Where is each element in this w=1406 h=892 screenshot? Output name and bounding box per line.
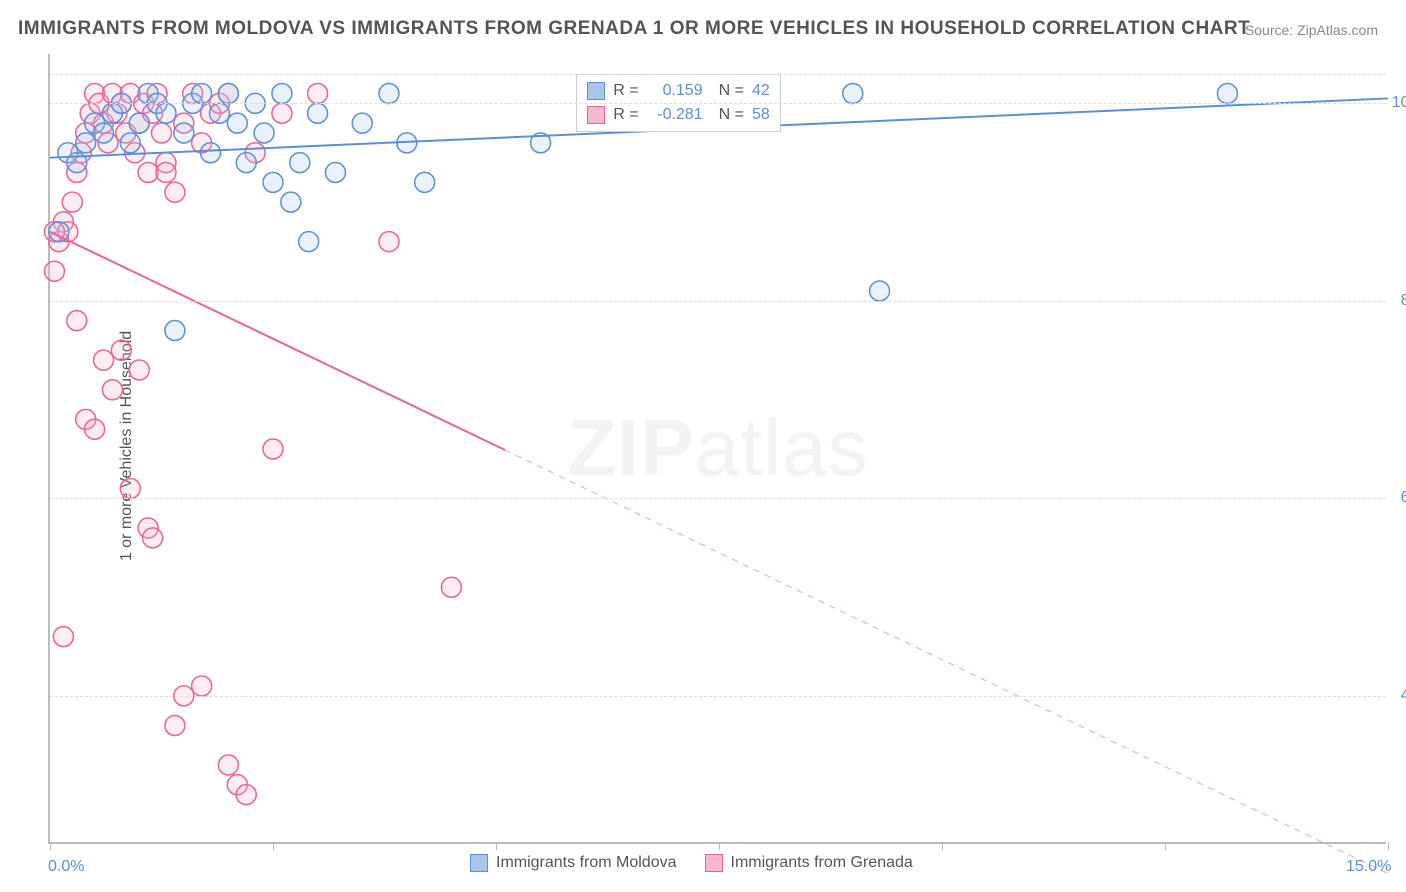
y-tick-label: 80.0% [1401,292,1406,310]
scatter-point [415,172,435,192]
scatter-point [94,123,114,143]
scatter-point [441,577,461,597]
legend-bottom-item: Immigrants from Moldova [470,854,677,872]
legend-n-label: N = [719,82,744,100]
legend-bottom: Immigrants from Moldova Immigrants from G… [470,854,913,872]
scatter-point [120,133,140,153]
scatter-point [308,84,328,104]
scatter-point [379,232,399,252]
chart-title: IMMIGRANTS FROM MOLDOVA VS IMMIGRANTS FR… [18,18,1250,40]
x-tick-label: 15.0% [1346,858,1391,876]
scatter-point [192,84,212,104]
plot-area: ZIPatlas R =0.159N =42R =-0.281N =58 40.… [48,54,1386,844]
trend-line-dashed [505,450,1388,874]
scatter-point [299,232,319,252]
gridline-h [50,74,1386,75]
scatter-point [156,103,176,123]
scatter-point [76,133,96,153]
scatter-point [290,153,310,173]
y-tick-label: 60.0% [1401,489,1406,507]
scatter-point [94,350,114,370]
scatter-point [120,479,140,499]
scatter-point [272,84,292,104]
scatter-point [67,311,87,331]
y-tick-label: 100.0% [1392,94,1406,112]
scatter-point [165,321,185,341]
gridline-h [50,103,1386,104]
scatter-point [272,103,292,123]
scatter-point [192,676,212,696]
source-attribution: Source: ZipAtlas.com [1245,22,1378,38]
legend-n-value: 42 [752,82,770,100]
gridline-h [50,498,1386,499]
legend-r-value: -0.281 [647,106,703,124]
y-tick-label: 40.0% [1401,687,1406,705]
scatter-point [129,360,149,380]
scatter-point [209,103,229,123]
x-tick [496,842,497,850]
legend-n-label: N = [719,106,744,124]
scatter-point [174,123,194,143]
chart-svg [50,54,1386,842]
x-tick [942,842,943,850]
scatter-point [111,340,131,360]
legend-n-value: 58 [752,106,770,124]
scatter-point [870,281,890,301]
scatter-point [254,123,274,143]
legend-r-value: 0.159 [647,82,703,100]
legend-swatch [705,854,723,872]
x-tick [50,842,51,850]
scatter-point [308,103,328,123]
scatter-point [85,419,105,439]
legend-bottom-label: Immigrants from Grenada [731,854,913,872]
gridline-h [50,696,1386,697]
legend-bottom-label: Immigrants from Moldova [496,854,677,872]
legend-row: R = 0.159 N = 42 [587,79,769,103]
scatter-point [165,182,185,202]
scatter-point [379,84,399,104]
scatter-point [165,716,185,736]
scatter-point [263,439,283,459]
scatter-point [227,113,247,133]
x-tick [1165,842,1166,850]
scatter-point [156,163,176,183]
x-tick-label: 0.0% [48,858,84,876]
legend-r-label: R = [613,82,638,100]
x-tick [273,842,274,850]
scatter-point [263,172,283,192]
scatter-point [236,153,256,173]
scatter-point [62,192,82,212]
scatter-point [218,84,238,104]
scatter-point [53,627,73,647]
legend-swatch [587,82,605,100]
scatter-point [201,143,221,163]
x-tick [1388,842,1389,850]
scatter-point [281,192,301,212]
scatter-point [143,528,163,548]
legend-r-label: R = [613,106,638,124]
scatter-point [102,380,122,400]
legend-row: R = -0.281 N = 58 [587,103,769,127]
scatter-point [843,84,863,104]
scatter-point [218,755,238,775]
scatter-point [325,163,345,183]
scatter-point [236,785,256,805]
scatter-point [1217,84,1237,104]
scatter-point [152,123,172,143]
scatter-point [352,113,372,133]
scatter-point [129,113,149,133]
legend-bottom-item: Immigrants from Grenada [705,854,913,872]
scatter-point [138,163,158,183]
gridline-h [50,301,1386,302]
legend-swatch [470,854,488,872]
x-tick [719,842,720,850]
scatter-point [44,261,64,281]
legend-swatch [587,106,605,124]
